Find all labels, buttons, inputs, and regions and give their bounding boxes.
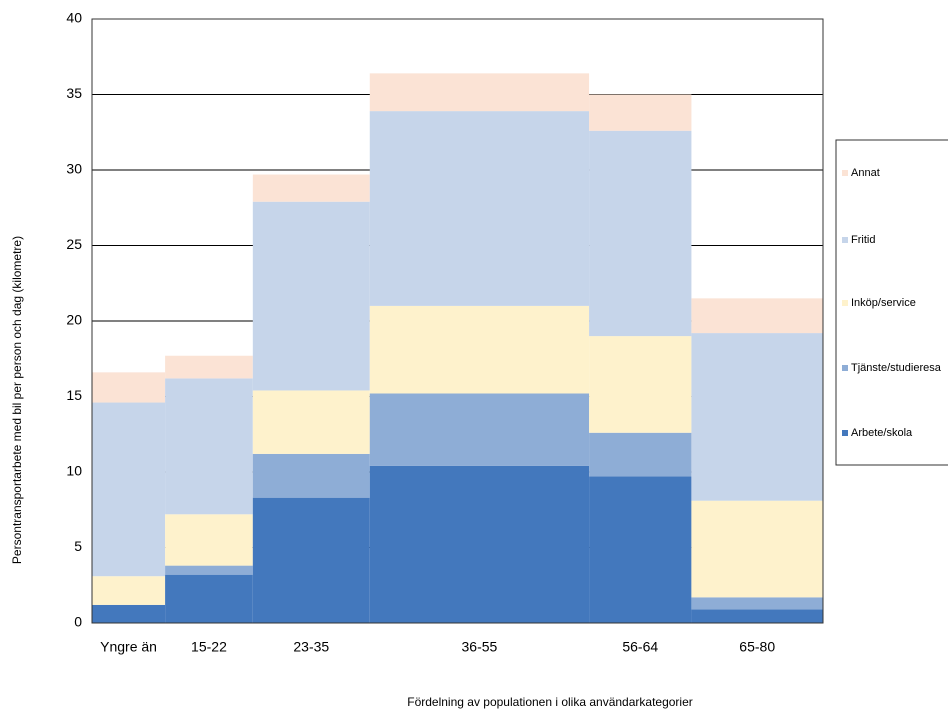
bar-segment <box>92 604 166 623</box>
x-tick-label: 15-22 <box>191 639 227 655</box>
bar-segment <box>92 372 166 403</box>
x-tick-label: 23-35 <box>293 639 329 655</box>
bar-segment <box>691 333 823 501</box>
bar-segment <box>369 305 590 394</box>
bar-segment <box>252 497 370 623</box>
bar-segment <box>92 402 166 577</box>
y-tick-label: 0 <box>74 614 82 630</box>
legend-box <box>835 139 948 466</box>
bar-segment <box>252 174 370 202</box>
legend-label: Inköp/service <box>851 297 916 309</box>
bar-segment <box>691 609 823 623</box>
legend-label: Fritid <box>851 234 875 246</box>
bar-segment <box>165 565 253 575</box>
bar-segment <box>589 336 692 433</box>
legend-label: Arbete/skola <box>851 427 913 439</box>
bar-segment <box>165 355 253 379</box>
y-tick-label: 10 <box>66 463 82 479</box>
bar-segment <box>589 130 692 337</box>
plot-border <box>91 18 824 624</box>
bar-segment <box>691 500 823 598</box>
x-tick-label: 36-55 <box>462 639 498 655</box>
y-tick-label: 35 <box>66 85 82 101</box>
x-tick-label: Yngre än <box>100 639 157 655</box>
bar-segment <box>165 378 253 515</box>
bar-segment <box>691 597 823 610</box>
bar-segment <box>369 465 590 623</box>
y-tick-label: 5 <box>74 538 82 554</box>
legend-swatch <box>842 430 848 436</box>
legend-swatch <box>842 170 848 176</box>
bar-segment <box>165 574 253 623</box>
y-tick-label: 20 <box>66 312 82 328</box>
x-tick-label: 56-64 <box>622 639 658 655</box>
bar-segment <box>252 453 370 498</box>
legend-swatch <box>842 300 848 306</box>
bar-segment <box>252 201 370 391</box>
bar-segment <box>369 73 590 112</box>
legend-label: Annat <box>851 167 880 179</box>
bar-segment <box>691 298 823 334</box>
bar-segment <box>589 476 692 623</box>
legend-swatch <box>842 365 848 371</box>
y-tick-label: 15 <box>66 387 82 403</box>
y-axis-label: Persontransportarbete med bil per person… <box>10 236 24 564</box>
legend-swatch <box>842 237 848 243</box>
x-tick-label: 65-80 <box>739 639 775 655</box>
bar-segment <box>165 514 253 566</box>
y-tick-label: 30 <box>66 161 82 177</box>
bar-segment <box>369 393 590 466</box>
bar-segment <box>589 432 692 477</box>
x-axis-label: Fördelning av populationen i olika använ… <box>407 695 693 709</box>
bar-segment <box>369 111 590 306</box>
bar-segment <box>252 390 370 454</box>
y-tick-label: 25 <box>66 236 82 252</box>
bar-segment <box>589 94 692 131</box>
y-tick-label: 40 <box>66 10 82 26</box>
bar-segment <box>92 576 166 605</box>
legend-label: Tjänste/studieresa <box>851 362 942 374</box>
